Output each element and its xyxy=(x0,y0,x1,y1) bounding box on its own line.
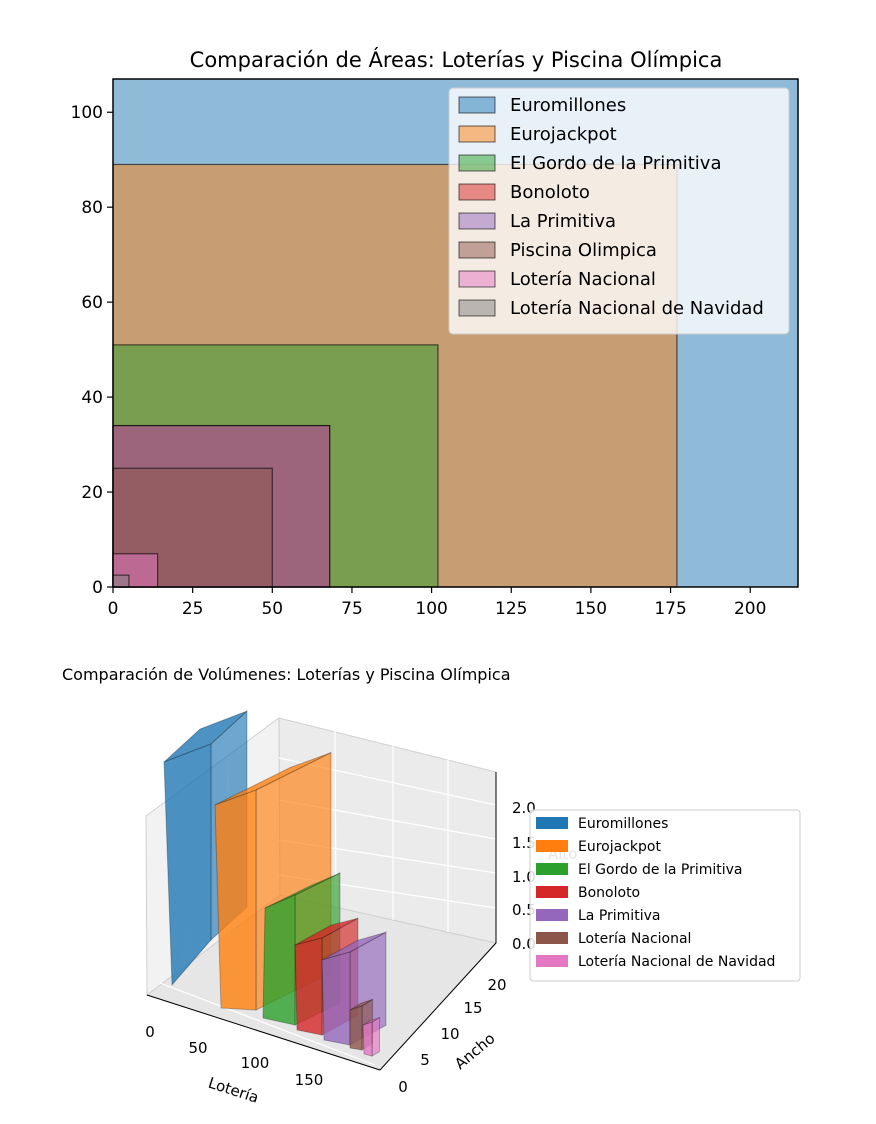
x-tick-label: 75 xyxy=(341,599,363,619)
area-legend-box xyxy=(448,87,790,335)
legend-label-la-primitiva: La Primitiva xyxy=(578,908,660,924)
area-chart-title: Comparación de Áreas: Loterías y Piscina… xyxy=(190,47,723,72)
legend-label-el-gordo-de-la-primitiva: El Gordo de la Primitiva xyxy=(510,153,722,174)
x-tick-label: 50 xyxy=(261,599,283,619)
x-tick-label: 100 xyxy=(415,599,447,619)
area-rect-loteria-nacional-de-navidad xyxy=(112,574,130,588)
y-tick-label: 0 xyxy=(398,1078,408,1096)
y-tick-label: 15 xyxy=(463,999,482,1017)
legend-label-el-gordo-de-la-primitiva: El Gordo de la Primitiva xyxy=(578,862,743,878)
bar3d-side-face xyxy=(371,1016,380,1057)
bar3d-front-face xyxy=(163,743,212,987)
legend-label-bonoloto: Bonoloto xyxy=(510,182,590,203)
y-tick-label: 20 xyxy=(487,976,506,994)
y-tick-label: 60 xyxy=(81,293,103,313)
legend-label-loteria-nacional: Lotería Nacional xyxy=(578,931,691,947)
y-axis-line xyxy=(379,942,497,1071)
x-axis-label: Lotería xyxy=(206,1074,261,1107)
y-tick-label: 40 xyxy=(81,388,103,408)
legend-swatch-la-primitiva xyxy=(536,909,568,921)
legend-swatch-eurojackpot xyxy=(536,840,568,852)
legend-swatch-euromillones xyxy=(458,96,496,114)
y-tick-label: 20 xyxy=(81,483,103,503)
bar3d-front-face xyxy=(262,894,296,1026)
x-tick-label: 100 xyxy=(241,1054,270,1072)
legend-label-la-primitiva: La Primitiva xyxy=(510,211,616,232)
legend-label-euromillones: Euromillones xyxy=(510,95,626,116)
legend-swatch-el-gordo-de-la-primitiva xyxy=(458,154,496,172)
x-tick-label: 0 xyxy=(108,599,119,619)
x-tick-label: 150 xyxy=(575,599,607,619)
legend-swatch-bonoloto xyxy=(536,886,568,898)
bar3d-front-face xyxy=(349,1005,363,1051)
grid-line xyxy=(159,982,376,1066)
x-tick-label: 25 xyxy=(182,599,204,619)
legend-swatch-loteria-nacional-de-navidad xyxy=(536,955,568,967)
legend-swatch-la-primitiva xyxy=(458,212,496,230)
x-tick-label: 0 xyxy=(145,1023,155,1041)
bar3d-loteria-nacional-de-navidad xyxy=(362,1016,380,1057)
legend-label-loteria-nacional-de-navidad: Lotería Nacional de Navidad xyxy=(578,954,775,970)
legend-swatch-bonoloto xyxy=(458,183,496,201)
y-tick-label: 0 xyxy=(92,578,103,598)
legend-swatch-loteria-nacional xyxy=(458,270,496,288)
legend-label-loteria-nacional-de-navidad: Lotería Nacional de Navidad xyxy=(510,298,764,319)
legend-label-eurojackpot: Eurojackpot xyxy=(510,124,617,145)
x-tick-label: 125 xyxy=(495,599,527,619)
volume-legend-box xyxy=(529,809,801,982)
x-tick-label: 200 xyxy=(734,599,766,619)
legend-label-piscina-olimpica: Piscina Olimpica xyxy=(510,240,657,261)
bar3d-la-primitiva xyxy=(321,931,387,1046)
bar3d-top-face xyxy=(321,931,387,961)
bar3d-front-face xyxy=(321,951,351,1046)
legend-swatch-euromillones xyxy=(536,817,568,829)
legend-label-bonoloto: Bonoloto xyxy=(578,885,640,901)
y-tick-label: 10 xyxy=(440,1025,459,1043)
bar3d-front-face xyxy=(362,1021,373,1057)
legend-swatch-loteria-nacional xyxy=(536,932,568,944)
x-tick-label: 50 xyxy=(188,1039,207,1057)
bar3d-front-face xyxy=(214,789,257,1011)
legend-swatch-el-gordo-de-la-primitiva xyxy=(536,863,568,875)
legend-swatch-piscina-olimpica xyxy=(458,241,496,259)
x-tick-label: 150 xyxy=(295,1071,324,1089)
area-comparison-chart: Comparación de Áreas: Loterías y Piscina… xyxy=(71,47,799,619)
y-tick-label: 5 xyxy=(420,1051,430,1069)
legend-swatch-eurojackpot xyxy=(458,125,496,143)
volume-comparison-chart: Comparación de Volúmenes: Loterías y Pis… xyxy=(62,665,801,1107)
legend-label-euromillones: Euromillones xyxy=(578,816,668,832)
bar3d-front-face xyxy=(294,937,323,1036)
bar3d-top-face xyxy=(163,710,248,763)
legend-swatch-loteria-nacional-de-navidad xyxy=(458,299,496,317)
x-axis-line xyxy=(146,994,381,1071)
x-tick-label: 175 xyxy=(654,599,686,619)
legend-label-eurojackpot: Eurojackpot xyxy=(578,839,661,855)
y-tick-label: 80 xyxy=(81,198,103,218)
volume-chart-title: Comparación de Volúmenes: Loterías y Pis… xyxy=(62,665,511,684)
y-tick-label: 100 xyxy=(71,103,103,123)
legend-label-loteria-nacional: Lotería Nacional xyxy=(510,269,656,290)
bar3d-top-face xyxy=(214,752,332,806)
area-plot-frame xyxy=(112,78,799,588)
